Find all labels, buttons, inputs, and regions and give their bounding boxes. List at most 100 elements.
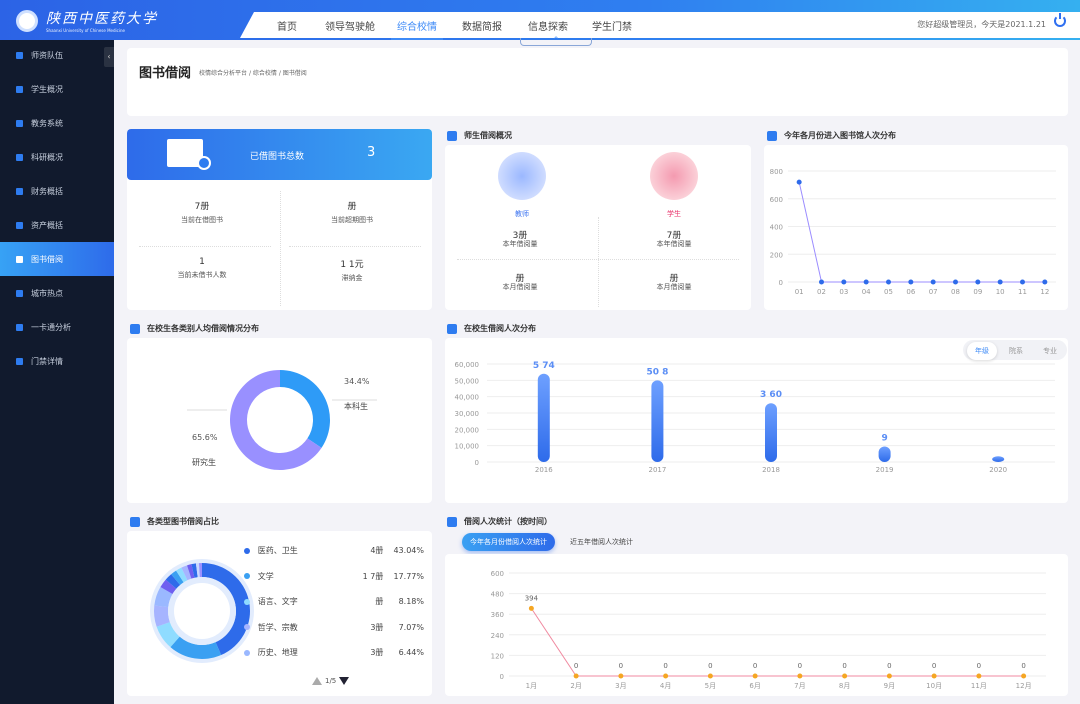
nav-tab[interactable]: 学生门禁 [592,22,632,33]
university-logo[interactable]: 陕西中医药大学 Shaanxi University of Chinese Med… [16,8,158,33]
data-label: 0 [887,662,891,670]
time-tab-1[interactable]: 近五年借阅人次统计 [570,538,633,546]
legend-item[interactable]: 文学 1 7册 17.77% [244,571,424,582]
breadcrumb-item[interactable]: 校情综合分析平台 [199,70,248,77]
student-label: 学生 [667,210,681,218]
power-icon[interactable] [1054,13,1066,27]
pie-slice [170,636,222,659]
data-label: 0 [1021,662,1025,670]
pie-slice [230,370,322,470]
x-tick-label: 12月 [1016,682,1032,690]
data-point [796,179,802,185]
menu-icon [16,357,23,365]
pie-slice [176,567,188,583]
sidebar-toggle-button[interactable]: ‹ [104,47,114,67]
student-year-label: 本年借阅量 [656,240,692,248]
sidebar-item[interactable]: 一卡通分析 [0,310,114,344]
section-icon [447,130,457,141]
nav-tab[interactable]: 领导驾驶舱 [325,22,375,33]
donut-hole [174,583,230,639]
pie-slice [154,605,170,627]
menu-icon [16,51,23,59]
library-entry-chart-card: 0 200 400 600 800 01 02 03 04 05 06 07 08 09 10 11 12 [764,145,1068,310]
legend-item[interactable]: 医药、卫生 4册 43.04% [244,545,424,556]
page-up-icon[interactable] [312,677,322,685]
bar-label: 50 8 [646,367,668,377]
x-tick-label: 4月 [660,682,671,690]
sidebar-item[interactable]: 城市热点 [0,276,114,310]
time-tab-0[interactable]: 今年各月份借阅人次统计 [462,533,555,551]
tab-1[interactable]: 院系 [1009,347,1023,355]
x-tick-label: 01 [795,288,804,296]
data-point [953,279,958,285]
breadcrumb-sep: / [278,70,281,77]
bar [537,373,550,462]
page-title: 图书借阅 [139,66,192,81]
data-label: 0 [798,662,802,670]
section-title: 今年各月份进入图书馆人次分布 [767,130,896,141]
slice-percent: 34.4% [344,377,370,386]
nav-tab[interactable]: 信息探索 [528,22,568,33]
legend-item[interactable]: 历史、地理 3册 6.44% [244,647,424,658]
tab-0[interactable]: 年级 [967,342,997,360]
borrow-time-chart-card: 0 120 240 360 480 600 1月 394 2月 0 3月 0 4月 0 5月 0 6月 0 7月 0 8… [445,554,1068,696]
legend-dot [244,649,250,656]
data-point [975,279,981,285]
section-title: 在校生借阅人次分布 [447,323,536,334]
pie-slice [165,574,181,589]
pie-slice [195,563,200,578]
nav-tab[interactable]: 首页 [277,22,297,33]
sidebar-item[interactable]: 资产概括 [0,208,114,242]
legend-item[interactable]: 语言、文字册 8.18% [244,596,424,607]
data-label: 0 [708,662,712,670]
data-point [618,673,624,679]
library-entry-line-chart: 0 200 400 600 800 01 02 03 04 05 06 07 08 09 10 11 12 [770,168,1056,296]
tab-2[interactable]: 专业 [1043,347,1057,355]
data-point [1020,279,1025,285]
teacher-label: 教师 [515,210,529,218]
data-point [931,673,937,679]
sidebar-item[interactable]: 图书借阅 [0,242,114,276]
data-point [1042,279,1048,285]
bar [765,403,777,462]
book-type-chart-card: 医药、卫生 4册 43.04% 文学 1 7册 17.77% 语言、文字册 8.18% 哲学、宗… [127,531,432,696]
summary-card: 已借图书总数 3 7册 当前在借图书 册当前超期图书 1 当前未借书人数 1 1元 滞纳金 [127,129,432,310]
y-tick-label: 360 [491,611,504,619]
student-month-value: 册 [669,274,679,284]
legend-dot [244,547,250,554]
series-line [530,608,1024,677]
page-down-icon[interactable] [339,677,350,685]
legend-dot [244,624,250,630]
y-tick-label: 0 [779,279,783,287]
y-tick-label: 240 [491,632,504,640]
legend-item[interactable]: 哲学、宗教 3册 7.07% [244,622,424,633]
breadcrumb-item: 图书借阅 [282,70,307,77]
data-point [752,673,758,679]
sidebar-item[interactable]: 学生概况 [0,72,114,106]
nav-tab[interactable]: 数据简报 [462,22,502,33]
section-icon [767,130,777,141]
y-tick-label: 480 [491,591,504,599]
page-header: 图书借阅 校情综合分析平台 / 综合校情 / 图书借阅 [127,48,1068,116]
sidebar-item[interactable]: 师资队伍 [0,38,114,72]
collapse-header-button[interactable]: ^ [520,37,592,46]
sidebar-item[interactable]: 门禁详情 [0,344,114,378]
breadcrumb-item[interactable]: 综合校情 [252,70,277,77]
x-tick-label: 2月 [570,682,581,690]
sidebar-item[interactable]: 教务系统 [0,106,114,140]
borrow-bar-chart: 0 10,000 20,000 30,000 40,000 50,000 60,000 5 7… [455,361,1055,474]
sidebar-item[interactable]: 财务概括 [0,174,114,208]
pie-slice [181,565,192,581]
section-icon [130,516,140,527]
sidebar-item[interactable]: 科研概况 [0,140,114,174]
summary-stat: 1 1元 滞纳金 [340,260,364,282]
menu-icon [16,221,23,229]
data-point [997,279,1003,285]
borrow-distribution-chart-card: 年级 院系 专业 0 10,000 20,000 30,000 40,000 50,000 60… [445,338,1068,503]
banner-label: 已借图书总数 [250,152,305,162]
y-tick-label: 40,000 [455,394,480,402]
legend-dot [244,598,250,605]
x-tick-label: 11月 [971,682,987,690]
section-title: 师生借阅概况 [447,130,512,141]
nav-tab[interactable]: 综合校情 [391,18,443,40]
